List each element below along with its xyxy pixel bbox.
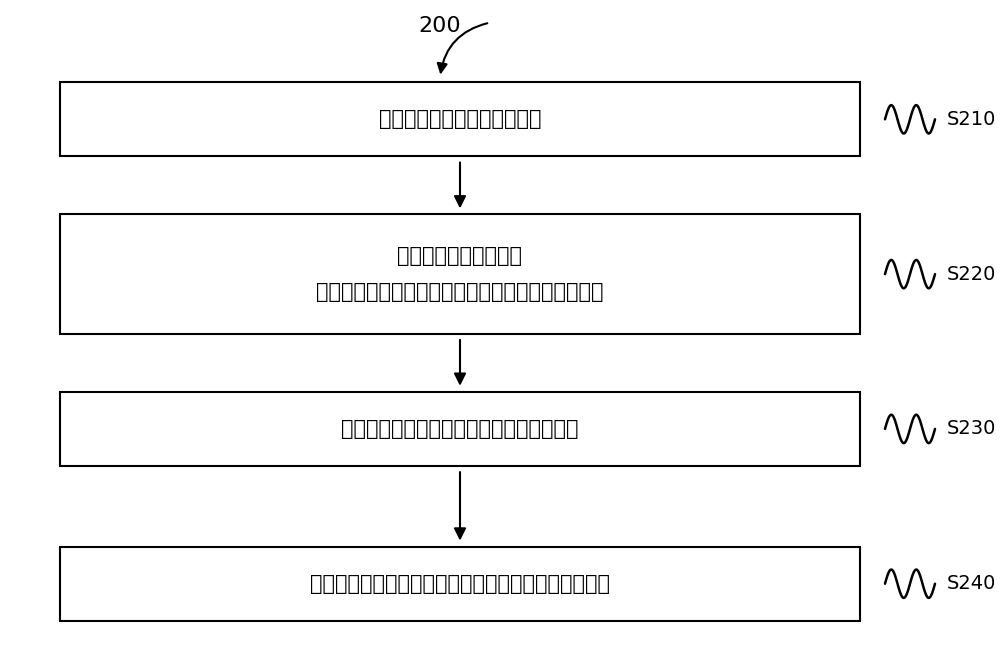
Text: 获取微电网群的历史运行数据: 获取微电网群的历史运行数据	[379, 109, 541, 130]
Text: 根据微电网群协同调度策略，对微电网群进行协同调度: 根据微电网群协同调度策略，对微电网群进行协同调度	[310, 573, 610, 594]
Bar	[60, 392, 860, 466]
Text: 根据求解结果，生成微电网群协同调度策略: 根据求解结果，生成微电网群协同调度策略	[341, 419, 579, 439]
Bar	[60, 83, 860, 157]
Text: S210: S210	[947, 110, 996, 129]
Text: S220: S220	[947, 264, 996, 284]
Text: 200: 200	[419, 16, 461, 36]
Text: 采用量子粒子群算法，
根据历史运行数据对微电网群协同调度模型进行求解: 采用量子粒子群算法， 根据历史运行数据对微电网群协同调度模型进行求解	[316, 246, 604, 302]
Text: S240: S240	[947, 574, 996, 593]
Bar	[60, 547, 860, 620]
Bar	[60, 214, 860, 334]
Text: S230: S230	[947, 419, 996, 439]
